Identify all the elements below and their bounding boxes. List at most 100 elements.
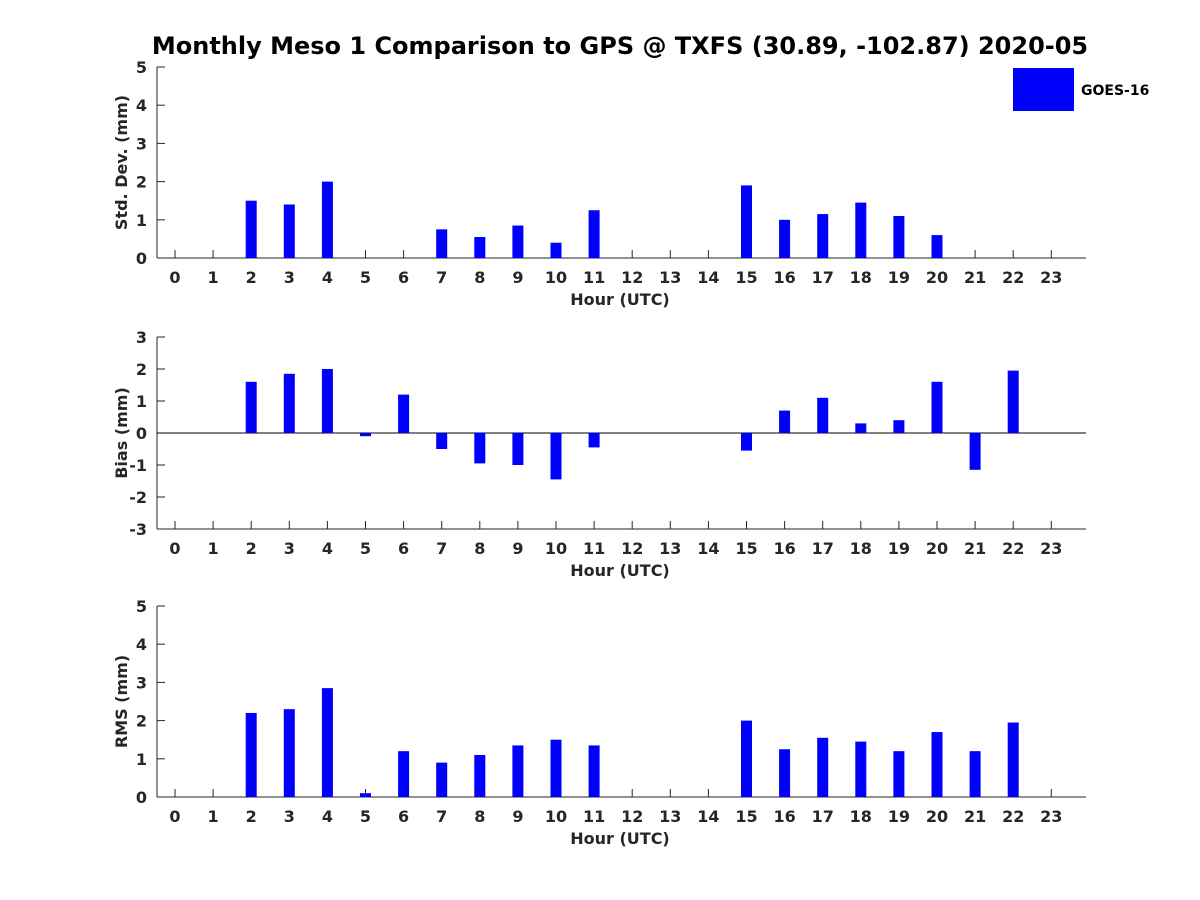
x-tick-label: 3 bbox=[284, 268, 295, 287]
y-tick-label: -1 bbox=[129, 456, 147, 475]
bar-hour-7 bbox=[436, 229, 448, 258]
x-tick-label: 23 bbox=[1040, 539, 1062, 558]
y-tick-label: 0 bbox=[136, 788, 147, 807]
bar-hour-6 bbox=[398, 751, 410, 797]
bar-hour-16 bbox=[779, 219, 791, 258]
x-tick-label: 13 bbox=[659, 539, 681, 558]
y-tick-label: 5 bbox=[136, 597, 147, 616]
x-tick-label: 17 bbox=[812, 807, 834, 826]
bar-hour-2 bbox=[245, 200, 257, 258]
legend: GOES-16 bbox=[1013, 68, 1149, 111]
x-tick-label: 23 bbox=[1040, 807, 1062, 826]
bar-hour-22 bbox=[1007, 722, 1019, 797]
x-tick-label: 18 bbox=[850, 807, 872, 826]
x-tick-label: 17 bbox=[812, 268, 834, 287]
y-tick-label: 1 bbox=[136, 392, 147, 411]
x-tick-label: 0 bbox=[169, 807, 180, 826]
y-tick-label: 3 bbox=[136, 328, 147, 347]
x-axis-label: Hour (UTC) bbox=[570, 561, 670, 580]
bar-hour-10 bbox=[550, 433, 562, 480]
bar-hour-15 bbox=[741, 433, 752, 451]
x-tick-label: 16 bbox=[773, 539, 795, 558]
bar-hour-4 bbox=[321, 181, 333, 258]
bar-hour-3 bbox=[283, 373, 295, 433]
x-tick-label: 18 bbox=[850, 268, 872, 287]
x-tick-label: 12 bbox=[621, 539, 643, 558]
bar-hour-11 bbox=[588, 210, 600, 258]
bar-hour-10 bbox=[550, 739, 562, 797]
bar-hour-8 bbox=[474, 236, 486, 258]
bar-hour-16 bbox=[779, 410, 791, 433]
bar-hour-7 bbox=[436, 762, 448, 797]
bar-hour-7 bbox=[436, 433, 448, 449]
x-tick-label: 22 bbox=[1002, 539, 1024, 558]
x-tick-label: 13 bbox=[659, 807, 681, 826]
x-tick-label: 8 bbox=[474, 807, 485, 826]
y-tick-label: 1 bbox=[136, 750, 147, 769]
x-tick-label: 11 bbox=[583, 268, 605, 287]
bar-hour-19 bbox=[893, 215, 905, 258]
y-tick-label: 3 bbox=[136, 134, 147, 153]
x-tick-label: 6 bbox=[398, 539, 409, 558]
x-tick-label: 16 bbox=[773, 268, 795, 287]
x-tick-label: 22 bbox=[1002, 807, 1024, 826]
bar-hour-17 bbox=[817, 214, 829, 258]
bar-hour-8 bbox=[474, 433, 486, 464]
x-tick-label: 10 bbox=[545, 807, 567, 826]
x-axis-label: Hour (UTC) bbox=[570, 290, 670, 309]
bar-hour-21 bbox=[969, 433, 981, 470]
y-axis-label: RMS (mm) bbox=[112, 655, 131, 748]
x-tick-label: 2 bbox=[246, 807, 257, 826]
x-tick-label: 19 bbox=[888, 268, 910, 287]
x-tick-label: 3 bbox=[284, 539, 295, 558]
x-tick-label: 9 bbox=[512, 268, 523, 287]
x-tick-label: 3 bbox=[284, 807, 295, 826]
x-tick-label: 1 bbox=[208, 539, 219, 558]
x-tick-label: 15 bbox=[735, 539, 757, 558]
x-tick-label: 10 bbox=[545, 268, 567, 287]
x-tick-label: 14 bbox=[697, 268, 719, 287]
bar-hour-18 bbox=[855, 741, 867, 797]
y-tick-label: 5 bbox=[136, 58, 147, 77]
x-tick-label: 4 bbox=[322, 539, 333, 558]
bar-hour-6 bbox=[398, 394, 410, 433]
x-tick-label: 7 bbox=[436, 539, 447, 558]
x-tick-label: 8 bbox=[474, 268, 485, 287]
y-tick-label: 4 bbox=[136, 635, 147, 654]
bar-hour-9 bbox=[512, 225, 524, 258]
bar-hour-18 bbox=[855, 423, 867, 433]
bar-hour-20 bbox=[931, 732, 943, 797]
bar-hour-3 bbox=[283, 709, 295, 797]
bar-hour-17 bbox=[817, 737, 829, 797]
bar-hour-17 bbox=[817, 397, 829, 433]
x-tick-label: 19 bbox=[888, 807, 910, 826]
chart-title: Monthly Meso 1 Comparison to GPS @ TXFS … bbox=[152, 32, 1088, 60]
y-tick-label: 2 bbox=[136, 360, 147, 379]
y-tick-label: 4 bbox=[136, 96, 147, 115]
bar-hour-22 bbox=[1007, 370, 1019, 433]
x-tick-label: 0 bbox=[169, 268, 180, 287]
bar-hour-11 bbox=[588, 433, 600, 448]
y-axis-label: Std. Dev. (mm) bbox=[112, 95, 131, 230]
x-tick-label: 20 bbox=[926, 539, 948, 558]
bar-hour-3 bbox=[283, 204, 295, 258]
bar-hour-21 bbox=[969, 751, 981, 797]
bar-hour-20 bbox=[931, 381, 943, 433]
x-tick-label: 2 bbox=[246, 268, 257, 287]
x-tick-label: 5 bbox=[360, 539, 371, 558]
bar-hour-19 bbox=[893, 420, 905, 433]
bar-hour-9 bbox=[512, 745, 524, 797]
x-tick-label: 2 bbox=[246, 539, 257, 558]
x-tick-label: 10 bbox=[545, 539, 567, 558]
x-tick-label: 22 bbox=[1002, 268, 1024, 287]
x-tick-label: 1 bbox=[208, 268, 219, 287]
y-tick-label: 1 bbox=[136, 211, 147, 230]
x-tick-label: 12 bbox=[621, 807, 643, 826]
x-tick-label: 1 bbox=[208, 807, 219, 826]
y-tick-label: 0 bbox=[136, 424, 147, 443]
x-tick-label: 5 bbox=[360, 807, 371, 826]
bar-hour-5 bbox=[360, 793, 371, 797]
